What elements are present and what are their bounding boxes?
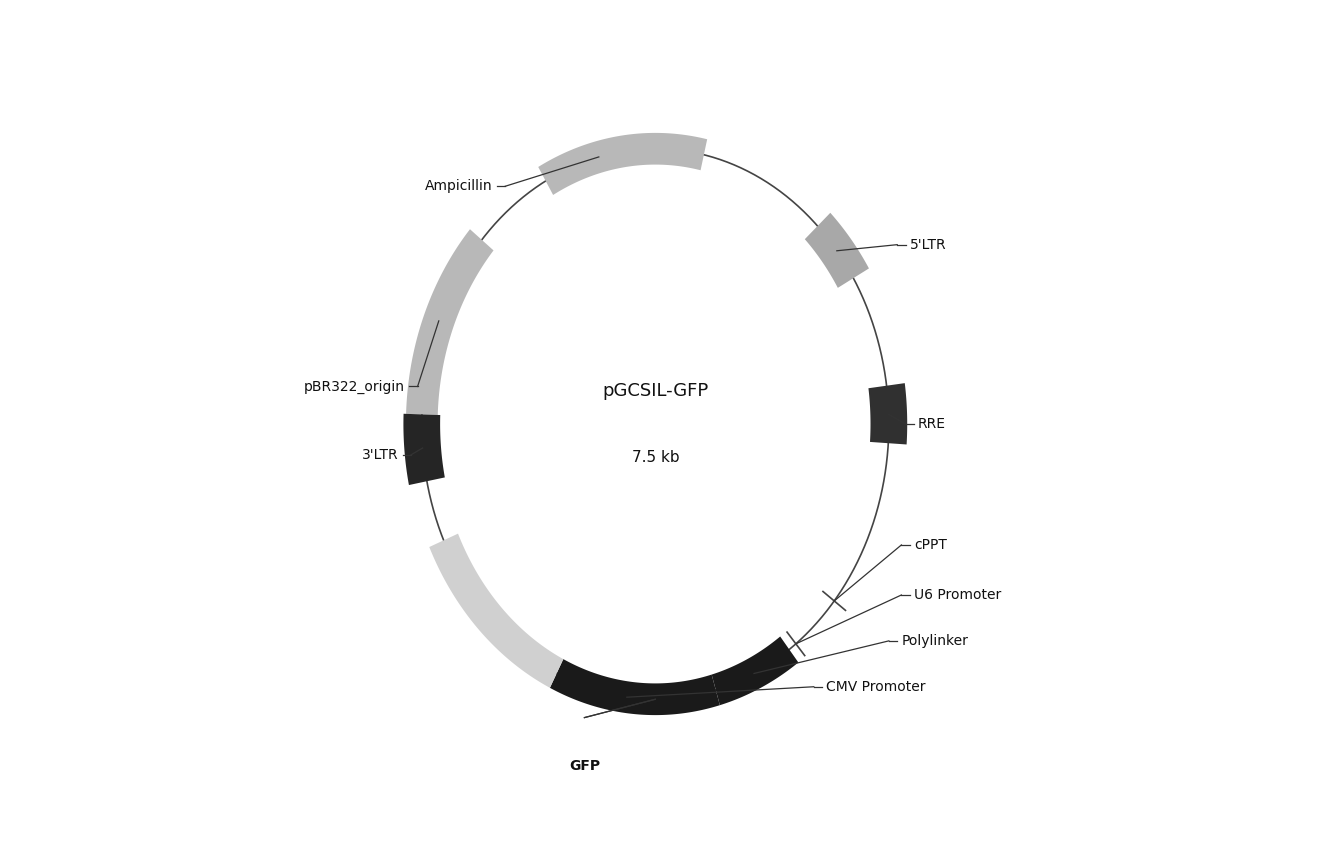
Text: 5'LTR: 5'LTR: [910, 237, 946, 252]
Polygon shape: [429, 533, 563, 688]
Polygon shape: [538, 133, 707, 195]
Text: 3'LTR: 3'LTR: [362, 448, 398, 462]
Text: cPPT: cPPT: [914, 538, 946, 552]
Text: 7.5 kb: 7.5 kb: [632, 450, 679, 465]
Text: U6 Promoter: U6 Promoter: [914, 588, 1001, 602]
Text: pBR322_origin: pBR322_origin: [304, 379, 405, 393]
Polygon shape: [805, 213, 870, 287]
Polygon shape: [550, 659, 720, 715]
Polygon shape: [868, 383, 907, 444]
Text: GFP: GFP: [569, 759, 599, 773]
Polygon shape: [403, 414, 445, 485]
Text: pGCSIL-GFP: pGCSIL-GFP: [602, 382, 708, 399]
Text: Polylinker: Polylinker: [902, 633, 968, 648]
Text: RRE: RRE: [918, 417, 946, 431]
Text: CMV Promoter: CMV Promoter: [827, 680, 926, 694]
Polygon shape: [406, 229, 493, 415]
Text: Ampicillin: Ampicillin: [425, 179, 493, 193]
Polygon shape: [712, 637, 798, 706]
